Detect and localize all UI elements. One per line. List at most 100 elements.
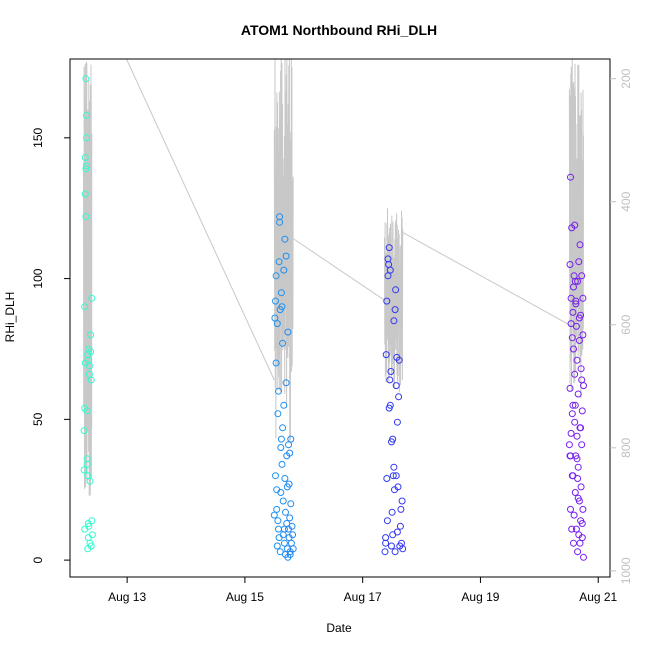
data-point bbox=[567, 173, 574, 181]
data-point bbox=[272, 472, 279, 480]
y-axis-label: RHi_DLH bbox=[3, 292, 17, 343]
data-point bbox=[572, 300, 580, 308]
data-point bbox=[383, 475, 391, 482]
data-point bbox=[85, 522, 93, 530]
y-tick-label: 50 bbox=[31, 412, 45, 426]
data-point bbox=[395, 356, 403, 364]
data-point bbox=[577, 424, 585, 432]
data-point bbox=[85, 362, 93, 370]
data-point bbox=[578, 441, 586, 449]
data-point bbox=[572, 525, 580, 533]
data-point bbox=[82, 213, 90, 221]
data-point bbox=[568, 525, 576, 533]
y2-tick-label: 1000 bbox=[619, 557, 633, 584]
data-point bbox=[83, 162, 90, 170]
data-point bbox=[394, 483, 402, 491]
data-point bbox=[574, 390, 582, 398]
data-point bbox=[383, 517, 391, 525]
data-point bbox=[381, 548, 389, 556]
data-point bbox=[286, 514, 294, 522]
data-point bbox=[573, 432, 581, 440]
data-point bbox=[571, 401, 579, 409]
data-point bbox=[384, 272, 392, 280]
data-point bbox=[566, 261, 574, 268]
data-point bbox=[277, 444, 285, 451]
data-point bbox=[275, 525, 282, 533]
data-point bbox=[270, 511, 278, 519]
data-point bbox=[568, 410, 576, 418]
data-point bbox=[569, 401, 577, 409]
data-point bbox=[281, 235, 289, 243]
data-point bbox=[575, 337, 583, 344]
data-point bbox=[580, 553, 587, 561]
data-point bbox=[83, 111, 90, 119]
data-point bbox=[579, 294, 587, 302]
data-point bbox=[83, 134, 90, 142]
data-point bbox=[288, 522, 296, 530]
data-point bbox=[273, 542, 281, 550]
y-tick-label: 150 bbox=[31, 127, 45, 147]
y-tick-label: 0 bbox=[31, 556, 45, 563]
data-point bbox=[282, 252, 290, 260]
x-tick-label: Aug 21 bbox=[579, 590, 617, 604]
data-point bbox=[87, 331, 95, 339]
data-point bbox=[567, 320, 575, 328]
data-point bbox=[567, 429, 575, 437]
data-point bbox=[391, 548, 399, 556]
data-point bbox=[575, 258, 583, 266]
data-point bbox=[574, 548, 582, 556]
data-point bbox=[80, 427, 88, 435]
data-point bbox=[392, 382, 400, 390]
data-point bbox=[572, 322, 580, 330]
data-point bbox=[286, 551, 294, 558]
data-point bbox=[393, 418, 401, 426]
data-point bbox=[272, 297, 279, 305]
data-point bbox=[571, 489, 579, 496]
data-point bbox=[81, 190, 89, 198]
data-point bbox=[566, 384, 574, 392]
data-point bbox=[573, 455, 581, 463]
pressure-trace-connector bbox=[125, 59, 275, 381]
x-tick-label: Aug 17 bbox=[344, 590, 382, 604]
data-point bbox=[570, 345, 577, 353]
data-point bbox=[87, 348, 95, 356]
data-point bbox=[392, 286, 400, 294]
pressure-trace-layer bbox=[83, 59, 584, 496]
x-tick-label: Aug 19 bbox=[461, 590, 499, 604]
data-point bbox=[285, 441, 292, 449]
x-axis-label: Date bbox=[326, 621, 352, 635]
data-point bbox=[284, 328, 292, 336]
pressure-trace-connector bbox=[292, 238, 385, 301]
data-point bbox=[382, 539, 390, 547]
data-point bbox=[280, 539, 288, 547]
data-point bbox=[83, 460, 91, 468]
pressure-trace-group bbox=[384, 208, 404, 393]
data-point bbox=[280, 401, 288, 409]
data-point bbox=[385, 244, 393, 252]
data-point bbox=[274, 517, 282, 525]
data-point bbox=[279, 424, 287, 432]
data-point bbox=[395, 393, 403, 401]
data-point bbox=[382, 534, 390, 542]
data-point bbox=[81, 154, 89, 161]
data-point bbox=[567, 505, 574, 513]
data-point bbox=[382, 351, 390, 359]
data-point bbox=[272, 272, 280, 280]
data-point bbox=[271, 314, 279, 322]
data-point bbox=[570, 511, 578, 519]
y2-tick-label: 200 bbox=[619, 68, 633, 88]
data-point bbox=[88, 517, 96, 525]
data-point bbox=[574, 277, 582, 285]
data-point bbox=[574, 463, 582, 471]
data-point bbox=[282, 379, 290, 387]
data-point bbox=[397, 505, 405, 513]
data-point bbox=[569, 308, 577, 316]
data-point bbox=[579, 505, 587, 513]
data-point bbox=[570, 539, 577, 547]
pressure-trace-group bbox=[568, 59, 584, 399]
data-point bbox=[287, 435, 295, 443]
data-point bbox=[571, 221, 579, 229]
data-point bbox=[273, 505, 281, 513]
data-point bbox=[277, 289, 285, 297]
